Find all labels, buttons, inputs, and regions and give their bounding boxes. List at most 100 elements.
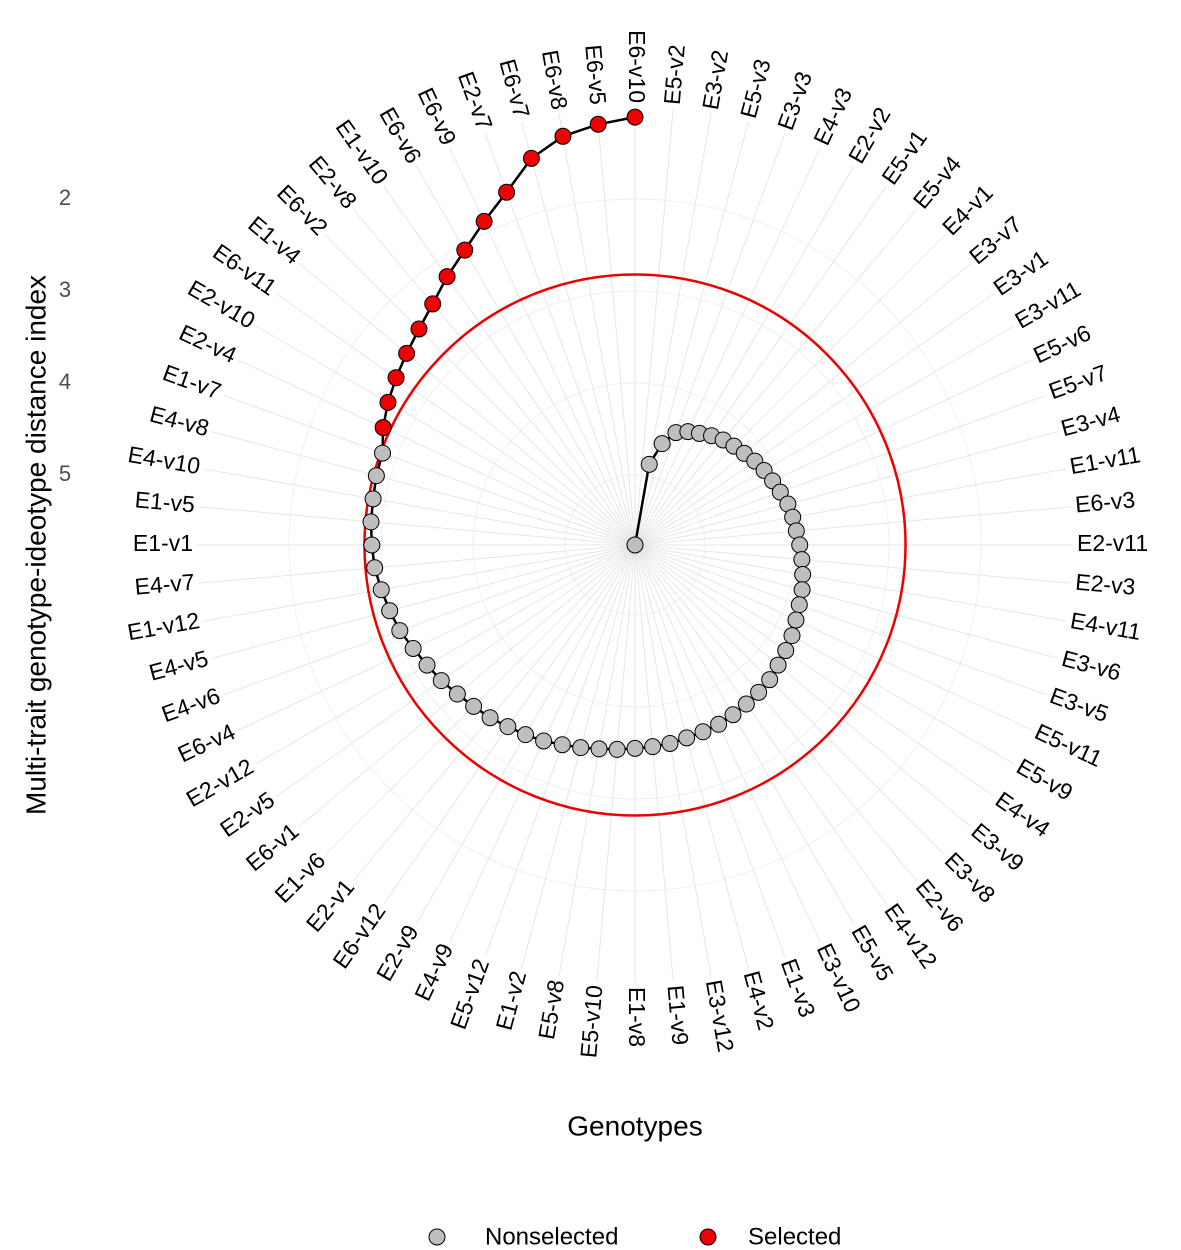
- grid-spoke: [634, 544, 712, 977]
- category-label: E6-v4: [174, 718, 240, 767]
- grid-spoke: [255, 544, 636, 765]
- genotype-point: [769, 656, 787, 674]
- category-label: E5-v5: [846, 920, 899, 985]
- genotype-point: [640, 455, 658, 473]
- genotype-point: [398, 344, 416, 362]
- grid-spoke: [634, 544, 1072, 584]
- genotype-point: [787, 611, 805, 629]
- genotype-point: [783, 627, 801, 645]
- genotype-point: [374, 419, 392, 437]
- category-label: E3-v6: [1059, 645, 1124, 686]
- y-tick-label: 5: [59, 461, 71, 486]
- category-label: E2-v4: [175, 319, 241, 368]
- genotype-point: [750, 683, 768, 701]
- category-label: E5-v3: [735, 56, 776, 121]
- grid-spoke: [324, 234, 636, 546]
- category-label: E2-v9: [371, 920, 424, 985]
- grid-spoke: [203, 544, 636, 622]
- genotype-point: [553, 736, 571, 754]
- genotype-point: [793, 551, 811, 569]
- grid-spoke: [449, 147, 636, 546]
- grid-spoke: [223, 544, 636, 696]
- genotype-line: [369, 115, 804, 751]
- grid-spoke: [634, 544, 786, 957]
- grid-spoke: [634, 108, 674, 546]
- genotype-point: [608, 740, 626, 758]
- genotype-point: [432, 672, 450, 690]
- y-tick-label: 2: [59, 185, 71, 210]
- genotype-point: [794, 566, 812, 584]
- genotype-point: [418, 656, 436, 674]
- grid-spoke: [634, 544, 1015, 765]
- category-label: E1-v9: [662, 984, 693, 1046]
- grid-spoke: [484, 133, 636, 546]
- genotype-point: [374, 444, 392, 462]
- genotype-point: [456, 241, 474, 259]
- genotype-point: [481, 709, 499, 727]
- grid-spoke: [634, 468, 1067, 546]
- grid-spoke: [634, 544, 946, 856]
- category-label: E4-v5: [146, 645, 211, 686]
- grid-spoke: [634, 544, 917, 881]
- grid-spoke: [415, 165, 636, 546]
- category-label: E6-v8: [537, 48, 573, 112]
- genotype-point: [448, 685, 466, 703]
- category-label: E3-v3: [772, 68, 817, 133]
- grid-spoke: [211, 544, 636, 659]
- genotype-point: [644, 738, 662, 756]
- legend-marker: [699, 1228, 717, 1246]
- grid-spoke: [521, 121, 636, 546]
- grid-spoke: [596, 544, 636, 982]
- genotype-point: [653, 435, 671, 453]
- category-label: E1-v3: [776, 955, 821, 1020]
- genotype-point: [379, 393, 397, 411]
- grid-spoke: [634, 133, 786, 546]
- grid-spoke: [558, 544, 636, 977]
- grid-spoke: [634, 209, 917, 546]
- legend-label: Selected: [748, 1223, 841, 1250]
- grid-spoke: [634, 544, 749, 969]
- genotype-point: [590, 740, 608, 758]
- grid-spoke: [223, 394, 636, 546]
- grid-spoke: [275, 544, 636, 797]
- category-label: E1-v7: [159, 359, 224, 404]
- genotype-point: [475, 212, 493, 230]
- grid-spoke: [634, 544, 1067, 622]
- genotype-point: [363, 536, 381, 554]
- category-label: E6-v9: [413, 84, 462, 149]
- grid-spoke: [634, 165, 855, 546]
- genotype-point: [626, 536, 644, 554]
- genotype-point: [366, 559, 384, 577]
- genotype-point: [391, 622, 409, 640]
- genotype-point: [410, 320, 428, 338]
- genotype-point: [661, 734, 679, 752]
- genotype-point: [438, 268, 456, 286]
- category-label: E6-v10: [624, 30, 650, 103]
- grid-spoke: [634, 234, 946, 546]
- grid-spoke: [596, 108, 636, 546]
- genotype-point: [499, 718, 517, 736]
- grid-spoke: [299, 263, 636, 546]
- grid-spoke: [634, 544, 1059, 659]
- grid-spoke: [634, 431, 1059, 546]
- category-label: E3-v4: [1058, 401, 1123, 442]
- grid-spoke: [299, 544, 636, 827]
- legend-label: Nonselected: [485, 1223, 618, 1250]
- category-label: E4-v10: [126, 441, 202, 479]
- genotype-point: [465, 697, 483, 715]
- grid-spoke: [383, 185, 636, 546]
- category-label: E4-v2: [739, 968, 780, 1033]
- grid-spoke: [558, 113, 636, 546]
- genotype-point: [387, 369, 405, 387]
- genotype-point: [362, 513, 380, 531]
- category-label: E2-v7: [453, 68, 498, 133]
- grid-spoke: [634, 121, 749, 546]
- genotype-point: [626, 108, 644, 126]
- grid-spoke: [634, 544, 674, 982]
- category-label: E1-v2: [491, 968, 532, 1033]
- grid-spoke: [211, 431, 636, 546]
- grid-spoke: [275, 293, 636, 546]
- genotype-point: [771, 483, 789, 501]
- category-label: E1-v12: [125, 607, 201, 645]
- grid-spoke: [634, 544, 855, 925]
